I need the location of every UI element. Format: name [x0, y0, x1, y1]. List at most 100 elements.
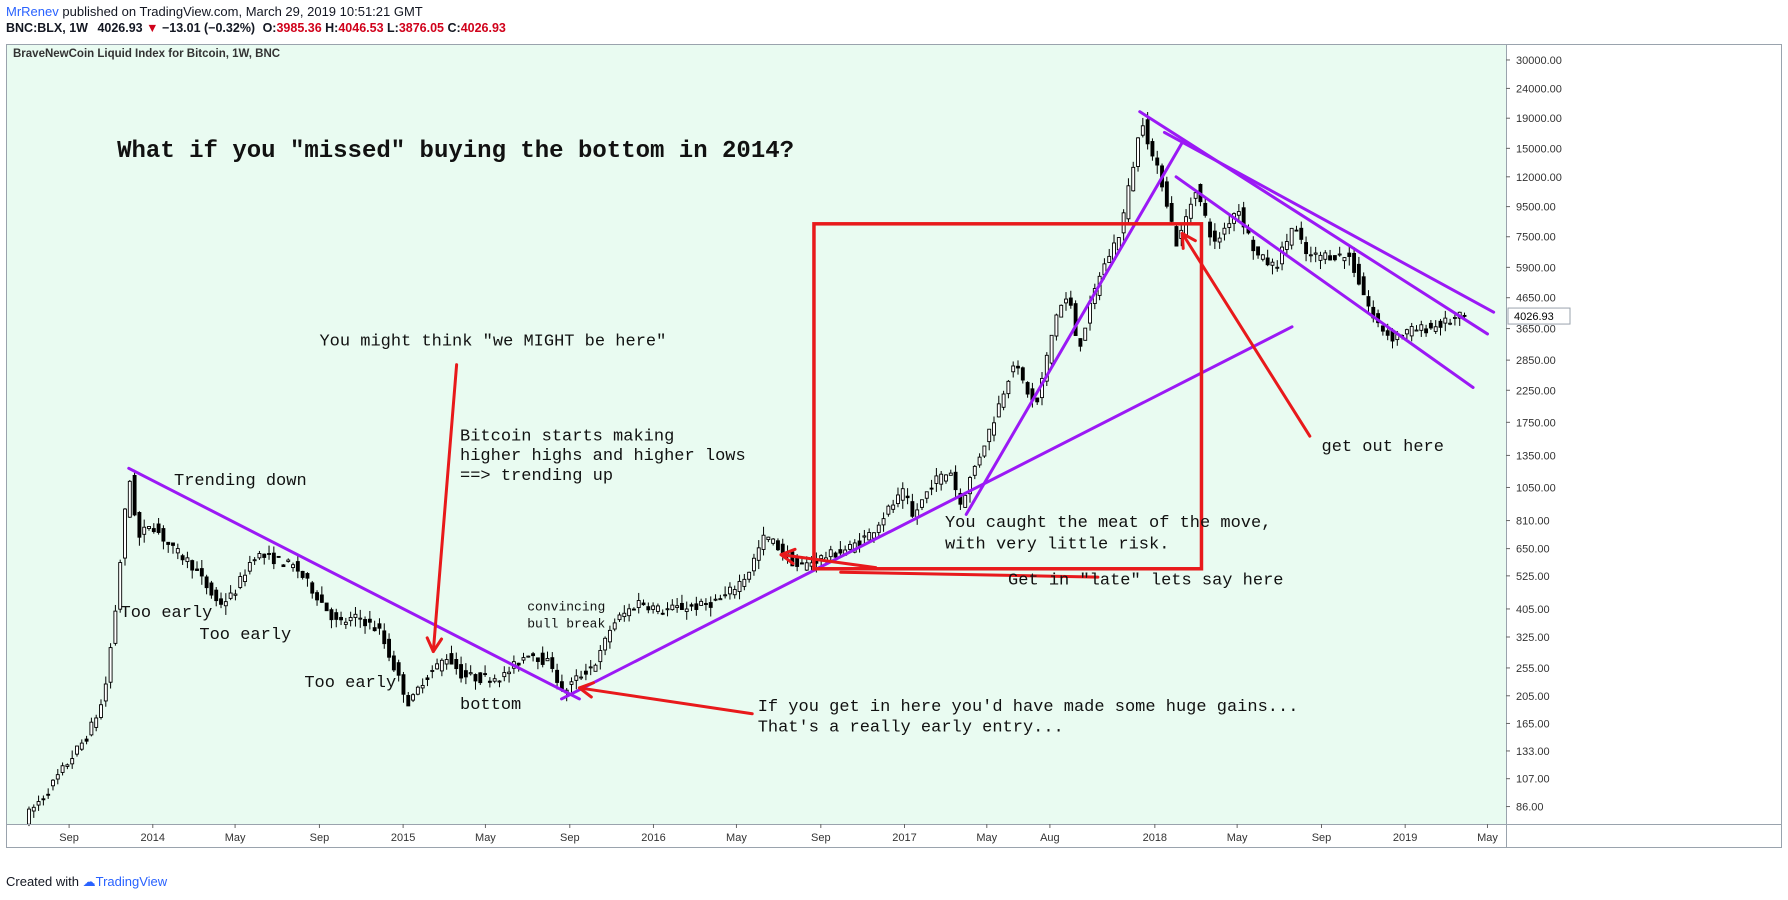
candle-body [118, 562, 123, 610]
low-label: L: [387, 21, 399, 35]
arrow-line[interactable] [779, 553, 878, 570]
candle-body [55, 774, 60, 780]
highlight-box[interactable] [812, 222, 1204, 571]
candle-body [1318, 254, 1323, 261]
symbol-label: BNC:BLX, 1W [6, 21, 88, 35]
axes-layer: 30000.00 24000.00 19000.00 15000.00 12000.00… [6, 44, 1782, 848]
chart-frame [6, 44, 1782, 848]
x-tick-label: May [225, 832, 246, 844]
y-tick-label: 12000.00 [1516, 172, 1562, 184]
candle-body [1256, 246, 1260, 256]
candle-body [876, 524, 881, 533]
candles-layer [27, 112, 1467, 827]
annotation-text[interactable]: If you get in here you'd have made some … [758, 698, 1299, 717]
last-price-label: 4026.93 [1514, 311, 1554, 323]
annotation-text[interactable]: Too early [121, 604, 213, 623]
last-price: 4026.93 [97, 21, 143, 35]
tradingview-link[interactable]: TradingView [95, 874, 168, 889]
plot-area[interactable] [6, 44, 1506, 824]
annotation-text[interactable]: Too early [304, 674, 396, 693]
arrow-head [779, 547, 797, 566]
arrow-head [577, 681, 595, 699]
annotation-text[interactable]: You caught the meat of the move, [945, 514, 1271, 533]
high-label: H: [325, 21, 339, 35]
candle-body [670, 604, 675, 611]
arrow-line[interactable] [577, 686, 754, 716]
candle-body [1328, 255, 1333, 261]
low-value: 3876.05 [398, 21, 445, 35]
candle-body [65, 764, 70, 767]
arrow-line[interactable] [431, 363, 459, 654]
arrow-line[interactable] [1180, 231, 1312, 438]
candle-body [540, 652, 545, 665]
trend-line[interactable] [1174, 175, 1475, 389]
candle-body [1150, 141, 1155, 157]
annotation-text[interactable]: bottom [460, 696, 521, 715]
candle-body [526, 655, 531, 658]
arrow-head [1180, 231, 1197, 250]
annotation-text[interactable]: What if you "missed" buying the bottom i… [117, 138, 794, 165]
candle-body [1433, 326, 1438, 332]
annotation-text[interactable]: That's a really early entry... [758, 718, 1064, 737]
created-with: Created with [6, 874, 79, 889]
trend-line[interactable] [127, 466, 581, 701]
candle-body [800, 562, 804, 565]
annotation-text[interactable]: You might think "we MIGHT be here" [319, 332, 666, 351]
candle-body [406, 695, 411, 707]
annotation-text[interactable]: higher highs and higher lows [460, 447, 746, 466]
candle-body [1044, 354, 1049, 382]
trend-line[interactable] [964, 138, 1186, 516]
candle-body [1352, 252, 1357, 273]
candle-body [665, 608, 670, 611]
candle-body [708, 602, 713, 608]
annotation-text[interactable]: Too early [199, 626, 291, 645]
annotation-text[interactable]: convincing [527, 600, 605, 615]
candle-body [382, 630, 387, 645]
annotations-layer: What if you "missed" buying the bottom i… [117, 138, 1444, 737]
candle-body [387, 638, 391, 658]
candle-body [905, 495, 910, 499]
trend-line[interactable] [1162, 130, 1496, 314]
annotation-text[interactable]: Get in "late" lets say here [1008, 572, 1283, 591]
candle-body [1006, 380, 1011, 395]
candle-body [703, 603, 708, 605]
candle-body [521, 657, 526, 661]
candle-body [1035, 397, 1040, 403]
candle-body [99, 704, 103, 718]
candle-body [732, 589, 737, 596]
trend-line[interactable] [560, 325, 1294, 701]
candle-body [675, 605, 680, 608]
author-link[interactable]: MrRenev [6, 4, 59, 19]
y-tick-label: 5900.00 [1516, 262, 1556, 274]
candle-body [401, 674, 406, 695]
annotation-text[interactable]: with very little risk. [945, 536, 1169, 555]
chart-container[interactable]: What if you "missed" buying the bottom i… [6, 44, 1782, 864]
candle-body [1054, 314, 1059, 337]
candle-body [502, 672, 507, 678]
candle-body [1438, 320, 1443, 328]
annotation-text[interactable]: Bitcoin starts making [460, 427, 674, 446]
candle-body [435, 663, 440, 670]
candle-body [449, 653, 454, 665]
candle-body [147, 526, 151, 529]
candle-body [209, 582, 214, 596]
candle-body [1001, 393, 1006, 408]
y-tick-label: 405.00 [1516, 604, 1550, 616]
annotation-text[interactable]: Trending down [174, 472, 307, 491]
candle-body [1083, 327, 1088, 341]
x-tick-label: 2014 [141, 832, 165, 844]
candle-body [1294, 229, 1299, 232]
open-label: O: [262, 21, 277, 35]
annotation-text[interactable]: ==> trending up [460, 467, 613, 486]
trend-line[interactable] [1138, 110, 1489, 336]
annotation-text[interactable]: get out here [1322, 438, 1444, 457]
candle-body [291, 564, 295, 569]
candle-body [1448, 322, 1453, 325]
trend-line[interactable] [839, 570, 1100, 579]
candle-body [828, 549, 833, 558]
candle-body [324, 602, 329, 612]
chart-svg[interactable]: What if you "missed" buying the bottom i… [6, 44, 1782, 864]
candle-body [819, 555, 824, 559]
candle-body [1203, 202, 1208, 216]
annotation-text[interactable]: bull break [527, 617, 605, 632]
